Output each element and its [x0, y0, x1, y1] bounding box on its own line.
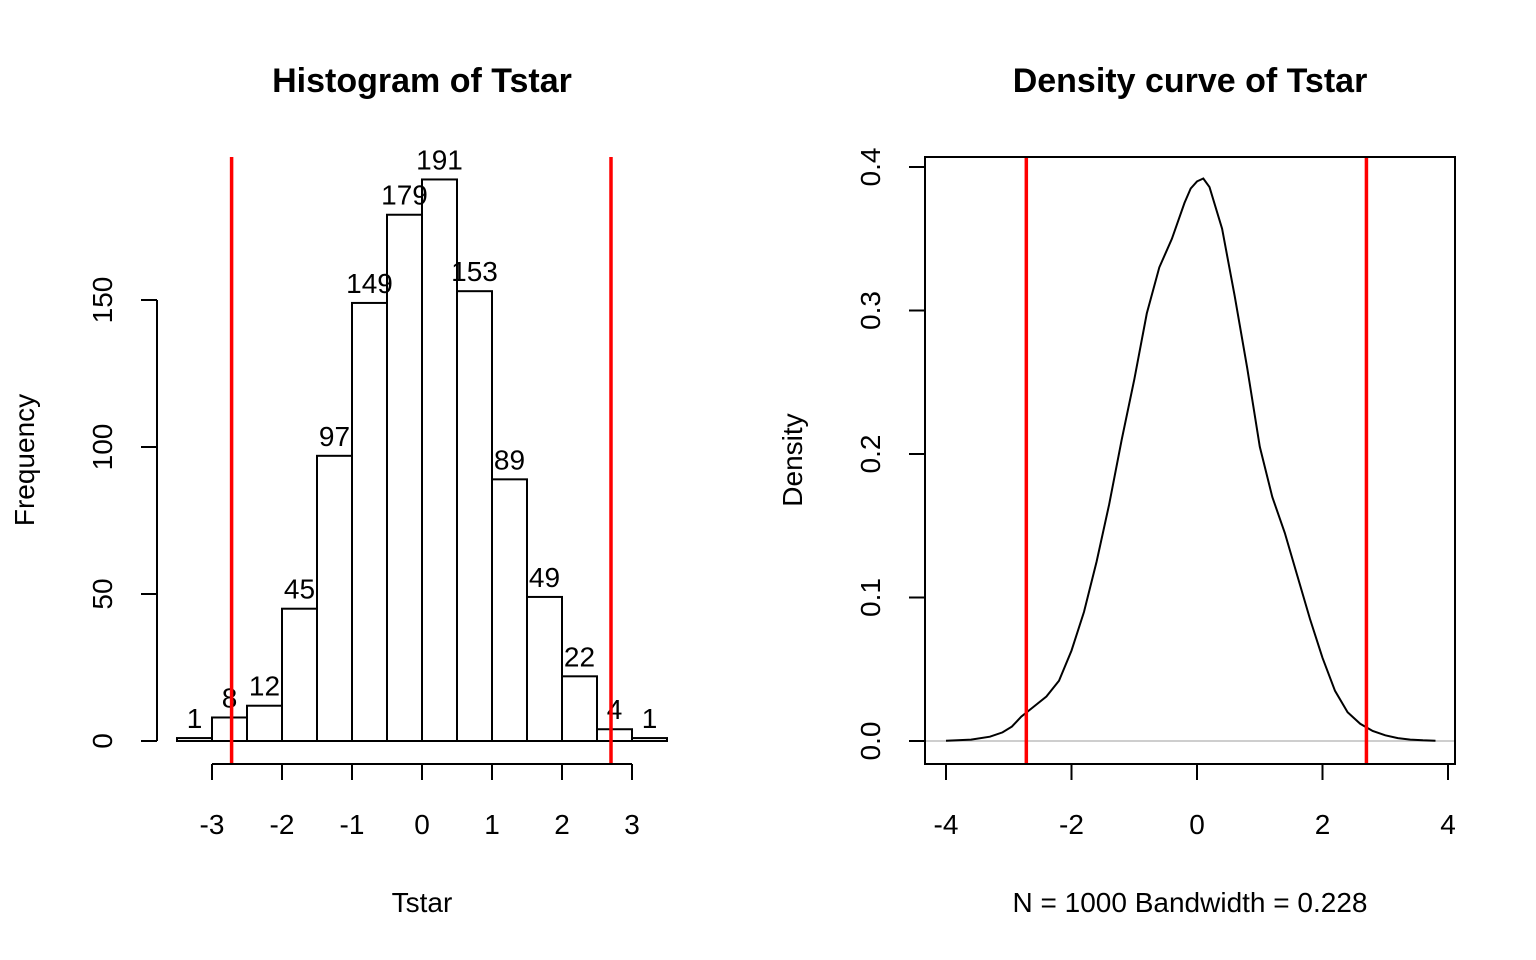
- histogram-y-axis: 0 50 100 150: [87, 277, 158, 749]
- density-y-label: Density: [777, 413, 808, 506]
- density-panel: Density curve of Tstar -4 -2 0 2 4 0.0 0.1 0.2…: [777, 62, 1456, 918]
- histogram-critical-lines: [229, 157, 613, 764]
- density-critical-lines: [1024, 158, 1369, 763]
- histogram-y-tick-label: 50: [87, 578, 118, 609]
- histogram-bar-label: 1: [642, 703, 658, 734]
- histogram-title: Histogram of Tstar: [272, 62, 572, 100]
- histogram-bar-label: 89: [494, 444, 525, 475]
- histogram-x-tick-label: 3: [624, 809, 640, 840]
- histogram-x-axis: -3 -2 -1 0 1 2 3: [200, 763, 640, 840]
- density-x-tick-label: 2: [1315, 809, 1331, 840]
- density-y-tick-label: 0.4: [855, 148, 886, 187]
- density-y-tick-label: 0.0: [855, 722, 886, 761]
- histogram-bar: [316, 454, 353, 742]
- histogram-bar: [526, 595, 563, 742]
- histogram-bar: [491, 478, 528, 742]
- histogram-bar: [386, 213, 423, 743]
- density-curve: [945, 177, 1436, 742]
- histogram-bars: [176, 178, 668, 743]
- histogram-x-tick-label: -1: [340, 809, 365, 840]
- histogram-y-tick-label: 0: [87, 733, 118, 749]
- histogram-bar-label: 1: [187, 703, 203, 734]
- density-x-tick-label: 0: [1189, 809, 1205, 840]
- histogram-x-tick-label: 0: [414, 809, 430, 840]
- histogram-y-label: Frequency: [9, 394, 40, 526]
- histogram-bar: [561, 675, 598, 743]
- density-x-axis: -4 -2 0 2 4: [934, 763, 1456, 840]
- histogram-bar: [596, 728, 633, 742]
- histogram-y-tick-label: 150: [87, 277, 118, 324]
- histogram-bar-label: 8: [222, 682, 238, 713]
- density-x-tick-label: -2: [1059, 809, 1084, 840]
- histogram-bar: [176, 737, 213, 742]
- histogram-y-tick-label: 100: [87, 424, 118, 471]
- density-y-axis: 0.0 0.1 0.2 0.3 0.4: [855, 148, 925, 761]
- density-plot-box: [924, 156, 1456, 765]
- histogram-bar: [456, 290, 493, 742]
- density-y-tick-label: 0.1: [855, 578, 886, 617]
- density-title: Density curve of Tstar: [1013, 62, 1368, 100]
- histogram-bar: [351, 301, 388, 742]
- histogram-x-label: Tstar: [392, 887, 453, 918]
- histogram-bar-label: 49: [529, 562, 560, 593]
- histogram-bar: [281, 607, 318, 743]
- histogram-bar-label: 12: [249, 671, 280, 702]
- density-x-label: N = 1000 Bandwidth = 0.228: [1013, 887, 1368, 918]
- density-y-tick-label: 0.2: [855, 435, 886, 474]
- histogram-bar-label: 4: [607, 694, 623, 725]
- histogram-bar-label: 179: [381, 180, 428, 211]
- histogram-bar-label: 153: [451, 256, 498, 287]
- density-y-tick-label: 0.3: [855, 291, 886, 330]
- histogram-bar: [211, 716, 248, 742]
- histogram-panel: Histogram of Tstar 18 1245971491791911538…: [9, 62, 668, 918]
- density-curve-group: [945, 177, 1436, 742]
- histogram-bar-label: 45: [284, 574, 315, 605]
- histogram-x-tick-label: 2: [554, 809, 570, 840]
- histogram-bar: [421, 178, 458, 742]
- histogram-x-tick-label: 1: [484, 809, 500, 840]
- histogram-bar-label: 191: [416, 144, 463, 175]
- histogram-bar: [631, 737, 668, 742]
- histogram-bar-label: 149: [346, 268, 393, 299]
- density-x-tick-label: -4: [934, 809, 959, 840]
- histogram-x-tick-label: -3: [200, 809, 225, 840]
- density-x-tick-label: 4: [1440, 809, 1456, 840]
- histogram-bar-label: 97: [319, 421, 350, 452]
- histogram-bar-label: 22: [564, 641, 595, 672]
- histogram-x-tick-label: -2: [270, 809, 295, 840]
- histogram-bar: [246, 704, 283, 742]
